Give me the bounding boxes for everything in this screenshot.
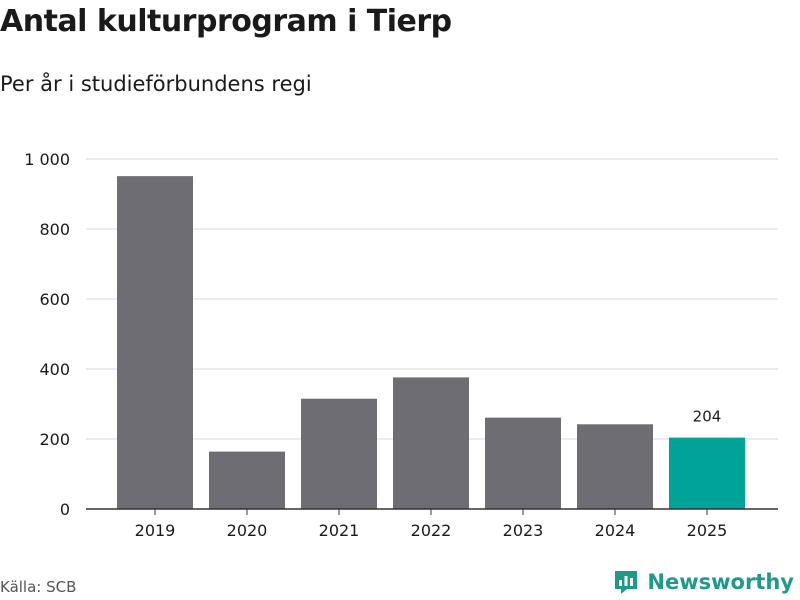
y-tick-label: 0	[60, 500, 70, 519]
bar	[669, 437, 745, 509]
y-tick-label: 200	[39, 430, 70, 449]
source-label: Källa: SCB	[0, 578, 77, 596]
y-tick-label: 800	[39, 220, 70, 239]
data-label: 204	[693, 408, 722, 426]
y-tick-label: 1 000	[24, 150, 70, 169]
brand-logo: Newsworthy	[613, 569, 794, 595]
chart-subtitle: Per år i studieförbundens regi	[0, 72, 312, 96]
x-tick-label: 2023	[503, 521, 544, 540]
x-tick-label: 2019	[135, 521, 176, 540]
bar	[393, 377, 469, 509]
x-tick-label: 2021	[319, 521, 360, 540]
bar	[577, 424, 653, 509]
bar	[301, 398, 377, 509]
chart-title: Antal kulturprogram i Tierp	[0, 4, 452, 39]
y-tick-label: 600	[39, 290, 70, 309]
bar	[485, 417, 561, 509]
bar	[117, 176, 193, 509]
y-tick-label: 400	[39, 360, 70, 379]
x-tick-label: 2025	[687, 521, 728, 540]
brand-name: Newsworthy	[647, 570, 794, 594]
x-tick-label: 2022	[411, 521, 452, 540]
bar	[209, 451, 285, 509]
x-tick-label: 2024	[595, 521, 636, 540]
bar-chart-logo-icon	[615, 571, 638, 594]
bar-chart: 0 200 400 600 800 1 000 2019 2020 2021 2022 2023 20…	[24, 150, 778, 540]
x-tick-label: 2020	[227, 521, 268, 540]
